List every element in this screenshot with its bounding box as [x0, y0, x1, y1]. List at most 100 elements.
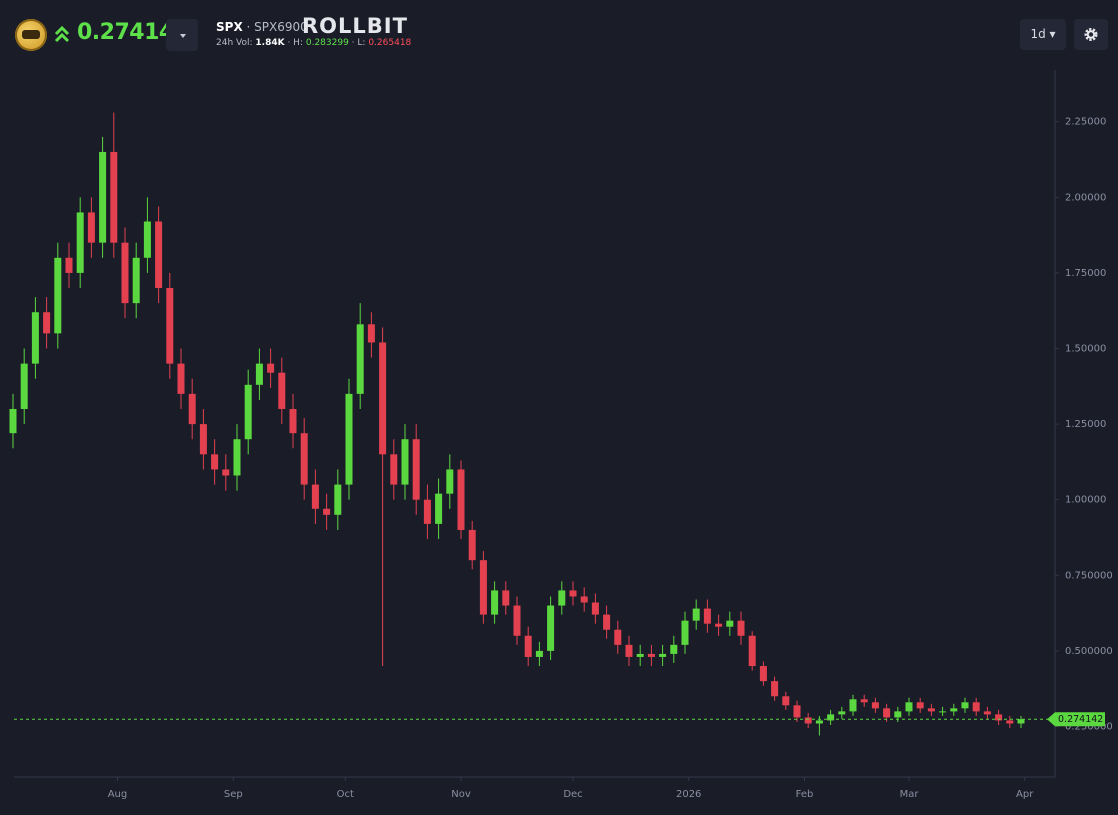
y-tick-label: 2.00000 — [1065, 192, 1106, 203]
candle-body — [513, 605, 521, 636]
candle-body — [143, 221, 151, 258]
candle-body — [793, 705, 801, 718]
candle-body — [558, 590, 566, 606]
candle-body — [591, 602, 599, 615]
candle-body — [905, 702, 913, 712]
token-logo — [15, 19, 47, 51]
candle-body — [244, 384, 252, 440]
candle-body — [871, 702, 879, 709]
candle-body — [502, 590, 510, 606]
candle-body — [950, 708, 958, 712]
candle-body — [446, 469, 454, 494]
candle-body — [883, 708, 891, 718]
candle-body — [155, 221, 163, 289]
x-tick-label: Apr — [1016, 789, 1034, 800]
candle-body — [401, 439, 409, 485]
x-tick-label: Feb — [796, 789, 814, 800]
candle-body — [703, 608, 711, 624]
x-tick-label: Nov — [451, 789, 471, 800]
low: 0.265418 — [368, 38, 412, 48]
candle-body — [838, 711, 846, 715]
candle-body — [659, 653, 667, 657]
candle-body — [894, 711, 902, 718]
candle-body — [412, 439, 420, 500]
interval: 1d — [1030, 27, 1046, 41]
x-tick-label: Aug — [108, 789, 128, 800]
x-tick-label: Mar — [900, 789, 920, 800]
candle-body — [54, 257, 62, 334]
candle-body — [636, 653, 644, 657]
stats: 24h Vol: 1.84K · H: 0.283299 · L: 0.2654… — [216, 38, 412, 48]
candle-body — [121, 242, 129, 304]
candle-body — [614, 629, 622, 645]
candle-body — [166, 288, 174, 364]
x-tick-label: Oct — [337, 789, 354, 800]
candle-body — [334, 484, 342, 515]
y-tick-label: 1.00000 — [1065, 495, 1106, 506]
interval-button[interactable]: 1d ▾ — [1020, 19, 1066, 50]
candle-body — [569, 590, 577, 597]
candle-body — [367, 324, 375, 343]
candle-body — [457, 469, 465, 530]
volume-label: 24h Vol: — [216, 38, 253, 48]
candle-body — [827, 714, 835, 721]
candle-body — [188, 393, 196, 425]
candle-body — [491, 590, 499, 615]
candle-body — [1017, 719, 1025, 724]
gear-icon — [1084, 28, 1098, 41]
candle-body — [524, 635, 532, 657]
y-tick-label: 1.75000 — [1065, 268, 1106, 279]
candle-body — [748, 635, 756, 667]
candle-body — [233, 439, 241, 476]
candle-body — [76, 212, 84, 273]
candle-body — [849, 699, 857, 712]
y-tick-label: 0.500000 — [1065, 646, 1113, 657]
candle-body — [199, 424, 207, 455]
candle-body — [1006, 720, 1014, 724]
candle-body — [65, 257, 73, 273]
candle-body — [647, 653, 655, 657]
candle-body — [87, 212, 95, 243]
candle-body — [916, 702, 924, 709]
settings-button[interactable] — [1074, 19, 1108, 50]
candle-body — [961, 702, 969, 709]
y-tick-label: 2.25000 — [1065, 117, 1106, 128]
candle-body — [782, 696, 790, 706]
candle-body — [939, 711, 947, 713]
candle-body — [110, 151, 118, 243]
candle-body — [468, 529, 476, 561]
candle-body — [759, 666, 767, 682]
candle-body — [603, 614, 611, 630]
candle-body — [289, 408, 297, 434]
candle-body — [211, 454, 219, 470]
candle-body — [815, 720, 823, 724]
y-tick-label: 1.25000 — [1065, 419, 1106, 430]
candle-body — [737, 620, 745, 636]
candle-body — [804, 717, 812, 724]
market-dropdown[interactable] — [166, 19, 198, 51]
candle-body — [681, 620, 689, 645]
candle-body — [860, 699, 868, 703]
brand-logo: ROLLBIT — [302, 14, 408, 38]
candle-body — [356, 324, 364, 394]
candle-body — [995, 714, 1003, 721]
candle-body — [43, 312, 51, 334]
candle-body — [625, 644, 633, 657]
high-label: H: — [293, 38, 303, 48]
volume: 1.84K — [255, 38, 285, 48]
candle-body — [177, 363, 185, 394]
candle-body — [983, 711, 991, 715]
candle-body — [20, 363, 28, 409]
candle-body — [379, 342, 387, 455]
candle-body — [715, 623, 723, 627]
last-price-label: 0.274142 — [1058, 714, 1103, 725]
candle-body — [267, 363, 275, 373]
x-tick-label: 2026 — [676, 789, 701, 800]
candle-body — [535, 650, 543, 657]
top-bar: 0.274142 SPX · SPX6900 ROLLBIT 24h Vol: … — [0, 0, 1118, 62]
candle-body — [311, 484, 319, 509]
candle-body — [692, 608, 700, 621]
candle-body — [300, 433, 308, 485]
y-tick-label: 1.50000 — [1065, 344, 1106, 355]
